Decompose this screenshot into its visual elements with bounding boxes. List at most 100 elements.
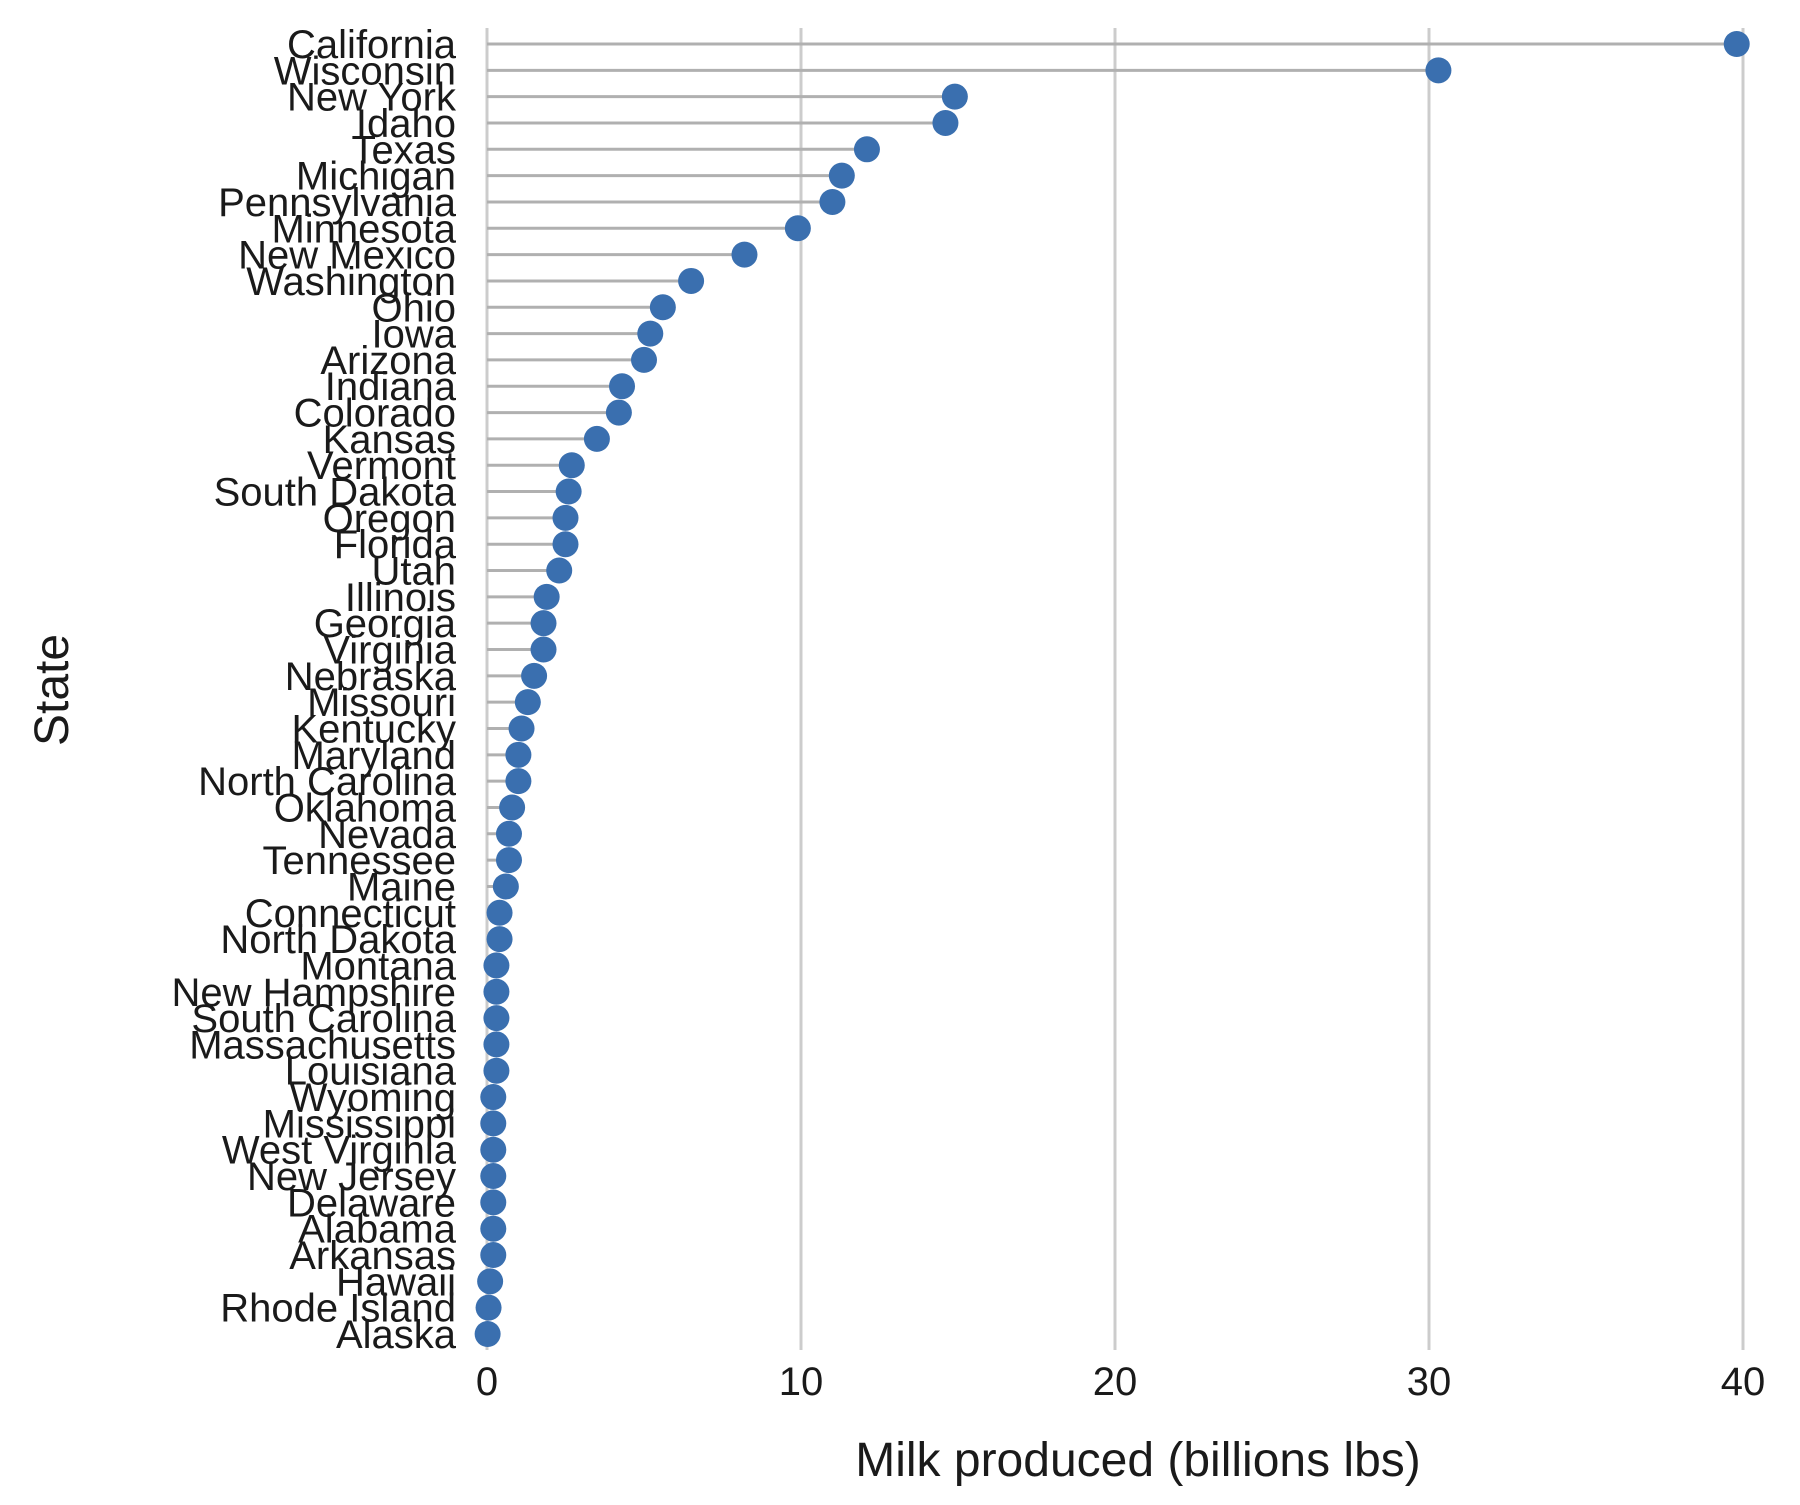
state-label: New York xyxy=(287,76,457,120)
data-point xyxy=(784,215,811,242)
data-point xyxy=(552,531,579,558)
state-label: Wyoming xyxy=(290,1076,456,1120)
y-axis-title: State xyxy=(26,634,79,746)
data-point xyxy=(483,1005,510,1032)
data-point xyxy=(483,1057,510,1084)
state-label: Pennsylvania xyxy=(218,181,457,225)
state-label: Georgia xyxy=(314,602,457,646)
x-tick-label: 30 xyxy=(1407,1360,1452,1404)
state-label: Tennessee xyxy=(263,839,456,883)
data-point xyxy=(828,162,855,189)
state-label: New Hampshire xyxy=(171,971,456,1015)
state-label: Massachusetts xyxy=(189,1023,456,1067)
gridlines xyxy=(485,28,1745,1350)
data-point xyxy=(505,741,532,768)
data-point xyxy=(605,399,632,426)
data-point xyxy=(514,689,541,716)
state-label: Idaho xyxy=(356,102,456,146)
data-point xyxy=(1723,31,1750,57)
state-label: Rhode Island xyxy=(220,1287,456,1331)
data-point xyxy=(480,1110,507,1137)
state-label: New Mexico xyxy=(238,234,456,278)
data-point xyxy=(530,636,557,663)
state-label: Florida xyxy=(334,523,457,567)
state-label: Kansas xyxy=(323,418,456,462)
data-point xyxy=(649,294,676,321)
data-point xyxy=(546,557,573,584)
data-point xyxy=(853,136,880,163)
state-label: Delaware xyxy=(287,1181,456,1225)
state-label: Connecticut xyxy=(245,892,456,936)
state-label: Arkansas xyxy=(289,1234,456,1278)
data-point xyxy=(480,1084,507,1111)
state-label: Hawaii xyxy=(336,1260,456,1304)
state-label: Kentucky xyxy=(291,707,456,751)
state-label: Virginia xyxy=(323,629,456,673)
data-point xyxy=(480,1242,507,1269)
state-label: North Dakota xyxy=(220,918,456,962)
state-label: North Carolina xyxy=(198,760,457,804)
state-label: Iowa xyxy=(372,313,457,357)
state-label: Montana xyxy=(300,944,456,988)
data-point xyxy=(495,847,522,874)
data-point xyxy=(521,662,548,689)
state-label: Ohio xyxy=(372,286,457,330)
state-label: Nevada xyxy=(318,813,457,857)
state-label: South Dakota xyxy=(214,471,457,515)
state-label: Louisiana xyxy=(285,1050,457,1094)
data-point xyxy=(530,610,557,637)
x-tick-label: 10 xyxy=(779,1360,824,1404)
data-point xyxy=(492,873,519,900)
state-label: Missouri xyxy=(307,681,456,725)
data-point xyxy=(819,188,846,215)
data-point xyxy=(499,794,526,821)
data-point xyxy=(480,1136,507,1163)
data-point xyxy=(731,241,758,268)
stems xyxy=(487,42,1737,1336)
data-point xyxy=(480,1189,507,1216)
data-point xyxy=(480,1215,507,1242)
data-point xyxy=(1425,57,1452,84)
state-label: Mississippi xyxy=(263,1102,456,1146)
state-label: South Carolina xyxy=(191,997,456,1041)
state-label: Colorado xyxy=(294,392,456,436)
state-label: West Virginia xyxy=(222,1129,457,1173)
state-label: Wisconsin xyxy=(274,49,456,93)
state-label: New Jersey xyxy=(247,1155,456,1199)
data-point xyxy=(495,820,522,847)
data-point xyxy=(552,504,579,531)
x-tick-label: 40 xyxy=(1721,1360,1766,1404)
data-point xyxy=(583,425,610,452)
state-label: Alabama xyxy=(298,1208,457,1252)
state-label: Minnesota xyxy=(271,207,456,251)
data-point xyxy=(941,83,968,110)
data-point xyxy=(486,926,513,953)
state-label: Washington xyxy=(246,260,456,304)
data-point xyxy=(637,320,664,347)
data-point xyxy=(932,109,959,136)
data-point xyxy=(475,1294,502,1321)
data-point xyxy=(678,267,705,294)
state-label: California xyxy=(287,23,457,67)
data-point xyxy=(480,1163,507,1190)
x-axis-title: Milk produced (billions lbs) xyxy=(855,1434,1421,1487)
data-point xyxy=(533,583,560,610)
state-label: Vermont xyxy=(307,444,456,488)
data-point xyxy=(631,346,657,373)
points xyxy=(474,31,1750,1347)
data-point xyxy=(508,715,535,742)
state-label: Michigan xyxy=(296,155,456,199)
state-label: Indiana xyxy=(325,365,457,409)
data-point xyxy=(483,952,510,979)
state-label: Maryland xyxy=(291,734,456,778)
x-tick-label: 20 xyxy=(1093,1360,1138,1404)
state-label: Maine xyxy=(347,865,456,909)
x-tick-label: 0 xyxy=(476,1360,498,1404)
state-label: Utah xyxy=(372,550,457,594)
data-point xyxy=(505,768,532,795)
state-label: Arizona xyxy=(320,339,456,383)
data-point xyxy=(483,1031,510,1058)
